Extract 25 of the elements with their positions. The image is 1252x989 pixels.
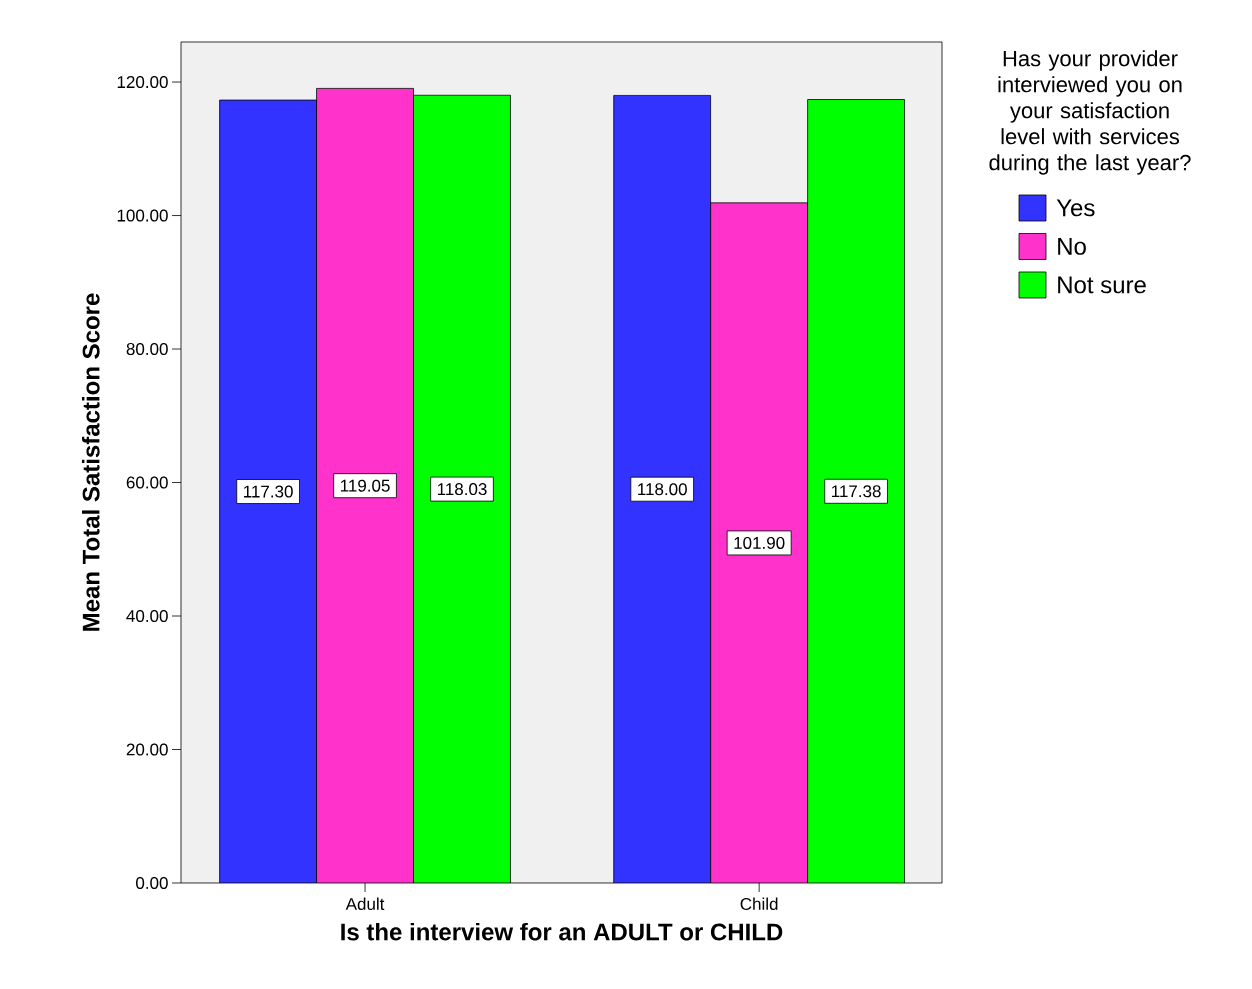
legend-label: Not sure [1058,276,1146,294]
x-axis-title: Is the interview for an ADULT or CHILD [341,922,783,941]
y-tick-label: 100.00 [117,209,168,222]
x-tick-label: Child [740,897,778,911]
y-tick-label: 80.00 [126,343,168,356]
y-axis-title: Mean Total Satisfaction Score [81,293,100,631]
bar [613,94,712,883]
data-label: 119.05 [340,479,390,492]
data-label: 118.00 [638,483,687,496]
x-tick-label: Adult [345,897,385,911]
data-label: 117.38 [832,485,881,498]
y-tick-label: 60.00 [126,476,168,489]
data-label: 117.30 [244,485,293,498]
legend-title: Has your provider interviewed you on your satisfaction level with services during the last year? [989,50,1191,175]
bar [219,99,317,883]
y-tick-label: 0.00 [136,876,168,890]
bar [316,87,414,883]
legend-label: Yes [1056,199,1095,217]
legend-label: No [1058,238,1086,255]
y-tick-label: 40.00 [126,609,168,623]
y-tick-label: 120.00 [117,76,168,89]
data-label: 101.90 [734,536,785,549]
bar [710,202,809,883]
y-tick-label: 20.00 [126,743,168,756]
data-label: 118.03 [437,483,487,496]
